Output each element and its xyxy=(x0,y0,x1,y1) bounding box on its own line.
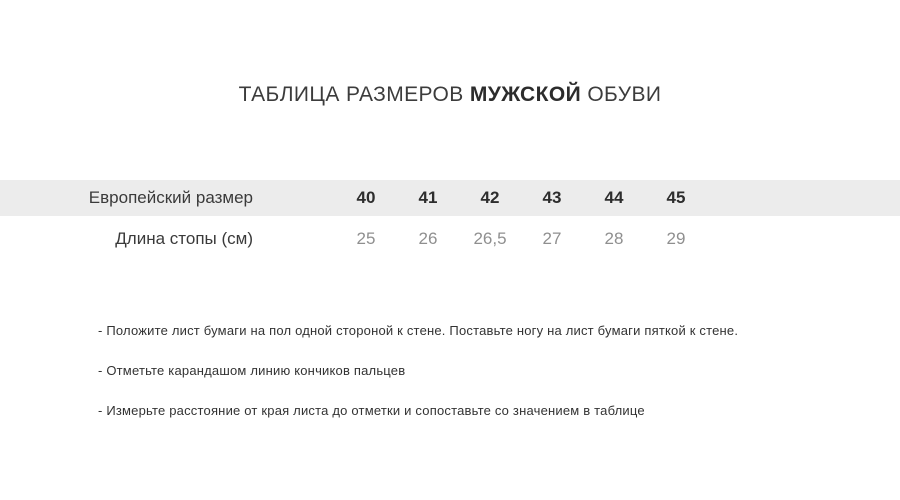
size-cell-40: 40 xyxy=(356,188,376,207)
length-cell-29: 29 xyxy=(666,229,686,248)
page-title-suffix: ОБУВИ xyxy=(581,83,662,106)
instruction-step-1: - Положите лист бумаги на пол одной стор… xyxy=(98,323,739,338)
length-cell-28: 28 xyxy=(604,229,624,248)
size-cell-45: 45 xyxy=(666,188,686,207)
length-cell-25: 25 xyxy=(356,229,376,248)
instruction-step-3: - Измерьте расстояние от края листа до о… xyxy=(98,403,645,418)
length-cell-26-5: 26,5 xyxy=(473,229,507,248)
page-title-prefix: ТАБЛИЦА РАЗМЕРОВ xyxy=(238,83,470,106)
size-table-data-row: Длина стопы (см) 25 26 26,5 27 28 29 xyxy=(0,216,900,262)
length-cell-26: 26 xyxy=(418,229,438,248)
page-title-bold: МУЖСКОЙ xyxy=(469,83,582,106)
size-table: Европейский размер 40 41 42 43 44 45 Дли… xyxy=(0,180,900,262)
row-label-foot-length: Длина стопы (см) xyxy=(115,229,253,248)
length-cell-27: 27 xyxy=(542,229,562,248)
size-cell-42: 42 xyxy=(480,188,500,207)
size-table-header-row: Европейский размер 40 41 42 43 44 45 xyxy=(0,180,900,216)
page-title: ТАБЛИЦА РАЗМЕРОВ МУЖСКОЙ ОБУВИ xyxy=(0,82,900,107)
instruction-step-2: - Отметьте карандашом линию кончиков пал… xyxy=(98,363,406,378)
size-cell-44: 44 xyxy=(604,188,624,207)
measurement-instructions: - Положите лист бумаги на пол одной стор… xyxy=(98,324,858,444)
size-cell-43: 43 xyxy=(542,188,562,207)
row-label-european-size: Европейский размер xyxy=(88,188,253,207)
size-cell-41: 41 xyxy=(418,188,438,207)
